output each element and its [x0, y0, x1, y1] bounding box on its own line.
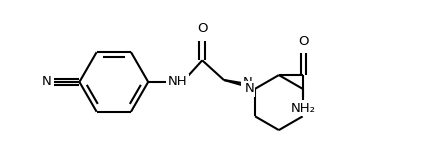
- Text: N: N: [42, 76, 52, 88]
- Text: O: O: [197, 22, 208, 35]
- Text: N: N: [244, 82, 254, 95]
- Text: O: O: [298, 35, 309, 48]
- Text: N: N: [243, 76, 252, 89]
- Text: NH₂: NH₂: [291, 102, 316, 115]
- Text: NH: NH: [168, 76, 187, 88]
